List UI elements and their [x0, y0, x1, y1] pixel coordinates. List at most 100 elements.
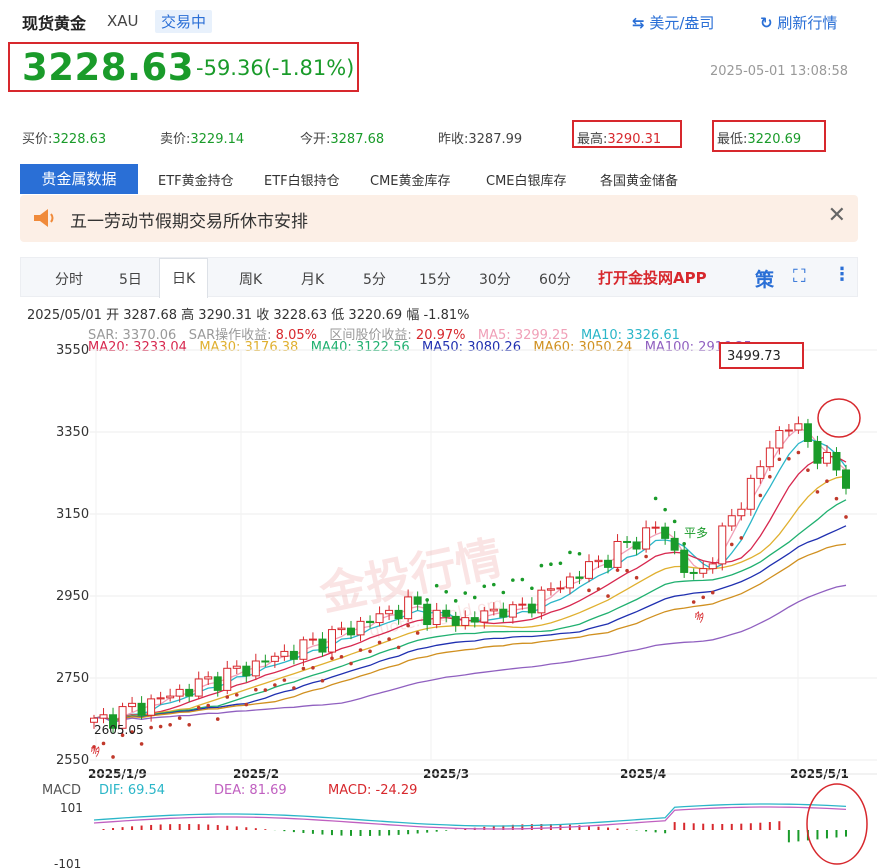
candle-body [194, 678, 203, 697]
refresh-icon: ↻ [760, 14, 773, 32]
period-daily[interactable]: 日K [159, 258, 209, 298]
sar-dot [787, 456, 791, 461]
stat-open: 今开:3287.68 [300, 132, 385, 147]
candle-body [308, 638, 317, 641]
refresh-link[interactable]: ↻ 刷新行情 [760, 14, 838, 32]
sar-dot [634, 575, 639, 580]
tab-cme-gold[interactable]: CME黄金库存 [370, 174, 451, 189]
indicator-row-1: SAR: 3370.06 SAR操作收益: 8.05% 区间股价收益: 20.9… [88, 324, 680, 343]
sar-flag-label-2: 多 [87, 742, 105, 759]
ma30-value: MA30: 3176.38 [199, 340, 299, 355]
period-30min[interactable]: 30分 [479, 272, 511, 288]
ma40-value: MA40: 3122.56 [310, 340, 410, 355]
high-label-box [719, 342, 804, 369]
sar-flag-label-1: 多 [691, 608, 709, 625]
price-change: -59.36(-1.81%) [196, 56, 355, 80]
y-tick-label: 2550 [56, 753, 89, 768]
candle-body [289, 650, 298, 660]
sar-dot [568, 550, 572, 555]
sar-dot [691, 600, 696, 604]
candle-body [623, 540, 632, 543]
ma-line [93, 525, 847, 723]
candle-body [584, 561, 593, 579]
sar-dot [491, 582, 496, 587]
sar-dot [377, 640, 382, 645]
macd-y-bottom: -101 [54, 857, 81, 868]
close-icon[interactable]: ✕ [827, 203, 846, 228]
ma50-value: MA50: 3080.26 [422, 340, 521, 355]
sar-dot [739, 536, 744, 540]
sar-dot [653, 496, 658, 501]
sar-dot [606, 594, 610, 598]
candlestick-chart[interactable]: 金投行情 quote.cngold.org 3550 3350 3150 2950 27… [0, 340, 877, 868]
notice-banner[interactable]: 五一劳动节假期交易所休市安排 ✕ [20, 195, 858, 242]
tab-precious-metals[interactable]: 贵金属数据 [20, 164, 138, 194]
candle-body [784, 429, 793, 432]
candle-body [651, 526, 660, 529]
candle-body [842, 469, 850, 489]
sar-dot [625, 568, 629, 573]
candle-body [347, 627, 356, 636]
strategy-button[interactable]: 策 [755, 269, 775, 291]
sar-dot [577, 551, 582, 556]
sar-dot [596, 587, 601, 591]
sar-dot [539, 563, 544, 568]
sar-dot [796, 450, 801, 455]
sar-dot [710, 590, 715, 595]
low-price-label: 2605.05 [94, 723, 144, 737]
sar-dot [701, 595, 706, 600]
high-highlight-box [572, 120, 682, 148]
period-5min[interactable]: 5分 [363, 272, 386, 288]
sar-dot [806, 468, 810, 472]
candle-body [413, 596, 422, 605]
sar-dot [777, 457, 782, 462]
candle-body [261, 660, 270, 663]
fullscreen-icon[interactable]: ⛶ [793, 266, 806, 287]
annotation-circle-top [817, 398, 861, 438]
chart-watermark: 金投行情 quote.cngold.org [314, 530, 506, 640]
sar-dot [415, 631, 420, 635]
sar-dot [311, 666, 315, 670]
stat-prev-close: 昨收:3287.99 [438, 132, 523, 147]
ma60-value: MA60: 3050.24 [533, 340, 633, 355]
macd-dea: DEA: 81.69 [214, 783, 287, 798]
data-tabs: 贵金属数据 ETF黄金持仓 ETF白银持仓 CME黄金库存 CME白银库存 各国… [20, 164, 858, 194]
period-monthly[interactable]: 月K [301, 272, 325, 288]
tab-gold-reserves[interactable]: 各国黄金储备 [600, 174, 679, 189]
tab-etf-silver[interactable]: ETF白银持仓 [264, 174, 340, 189]
ma-line [93, 543, 847, 723]
period-60min[interactable]: 60分 [539, 272, 571, 288]
sar-dot [472, 595, 477, 600]
sar-dot [320, 678, 325, 683]
sar-dot [111, 755, 115, 759]
candle-body [746, 477, 755, 510]
sar-dot [815, 490, 820, 494]
tab-etf-gold[interactable]: ETF黄金持仓 [158, 174, 234, 189]
candle-body [251, 660, 260, 677]
sar-dot [511, 578, 515, 582]
currency-unit-link[interactable]: ⇆ 美元/盎司 [632, 14, 715, 32]
candle-body [137, 702, 146, 716]
tab-cme-silver[interactable]: CME白银库存 [486, 174, 567, 189]
sar-dot [301, 666, 306, 671]
low-highlight-box [712, 120, 826, 152]
period-15min[interactable]: 15分 [419, 272, 451, 288]
sar-dot [92, 745, 96, 749]
open-app-link[interactable]: 打开金投网APP [598, 269, 707, 287]
period-intraday[interactable]: 分时 [55, 272, 83, 288]
period-weekly[interactable]: 周K [239, 272, 263, 288]
period-tabs: 分时 5日 日K 周K 月K 5分 15分 30分 60分 打开金投网APP 策… [20, 257, 858, 298]
sar-dot [530, 586, 534, 591]
more-options-icon[interactable]: ⋮ [833, 264, 851, 285]
candle-body [404, 596, 413, 620]
sar-dot [168, 723, 172, 727]
sar-dot [482, 584, 487, 589]
period-5day[interactable]: 5日 [119, 272, 142, 288]
candle-body [822, 451, 831, 464]
candle-body [737, 508, 746, 517]
candle-body [99, 714, 108, 719]
candle-body [432, 609, 441, 626]
sar-return: SAR操作收益: 8.05% [188, 328, 317, 343]
y-tick-label: 3150 [56, 507, 89, 522]
sar-dot [177, 716, 182, 720]
